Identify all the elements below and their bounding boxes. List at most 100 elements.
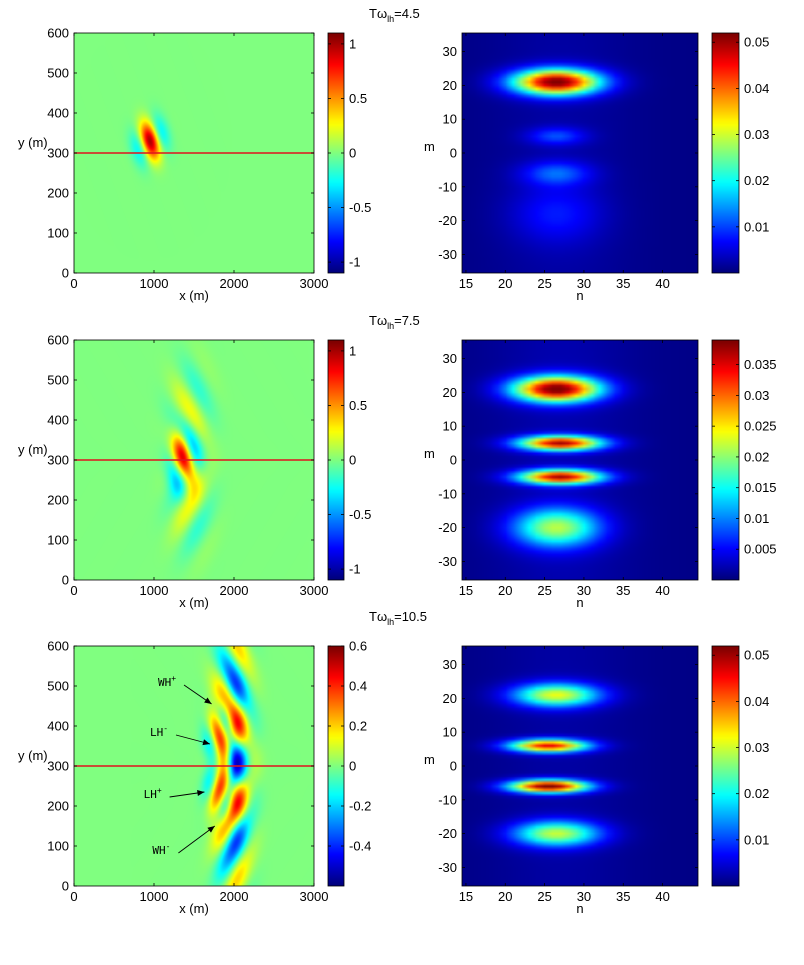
x-tick-label: 30 bbox=[577, 276, 591, 291]
colorbar-tick-label: 0.05 bbox=[744, 648, 769, 663]
spectrum-1: Tωlh=4.515 20 25 30 35 40-30-20-100102030nm0.… bbox=[369, 6, 769, 303]
colorbar-tick-label: 0.2 bbox=[349, 719, 367, 734]
colorbar-image bbox=[712, 340, 739, 580]
spectrum-image bbox=[462, 646, 698, 886]
y-tick-label: 200 bbox=[47, 186, 69, 201]
x-tick-label: 2000 bbox=[220, 276, 249, 291]
x-tick-label: 2000 bbox=[220, 583, 249, 598]
annotation-text: LH bbox=[144, 788, 157, 801]
x-tick-label: 20 bbox=[498, 889, 512, 904]
title-value: =7.5 bbox=[394, 313, 420, 328]
y-tick-label: 0 bbox=[62, 879, 69, 894]
x-axis-label: x (m) bbox=[179, 595, 209, 610]
y-tick-label: 400 bbox=[47, 106, 69, 121]
colorbar-frame bbox=[711, 32, 740, 274]
y-tick-label: 0 bbox=[62, 266, 69, 281]
x-tick-label: 3000 bbox=[300, 583, 329, 598]
x-tick-label: 20 bbox=[498, 583, 512, 598]
colorbar-tick-label: 0.05 bbox=[744, 35, 769, 50]
colorbar-tick-label: 0.6 bbox=[349, 639, 367, 654]
y-tick-label: 20 bbox=[443, 691, 457, 706]
title-value: =4.5 bbox=[394, 6, 420, 21]
y-tick-label: 300 bbox=[47, 146, 69, 161]
colorbar-tick-label: 0.01 bbox=[744, 511, 769, 526]
x-tick-label: 30 bbox=[577, 583, 591, 598]
colorbar-tick-label: 0.005 bbox=[744, 542, 777, 557]
x-tick-label: 1000 bbox=[140, 276, 169, 291]
y-tick-label: 30 bbox=[443, 351, 457, 366]
y-tick-label: 400 bbox=[47, 413, 69, 428]
colorbar-image bbox=[328, 33, 344, 273]
y-tick-label: 200 bbox=[47, 799, 69, 814]
colorbar-image bbox=[712, 646, 739, 886]
x-tick-label: 40 bbox=[655, 583, 669, 598]
y-tick-label: 500 bbox=[47, 679, 69, 694]
y-tick-label: 100 bbox=[47, 839, 69, 854]
y-tick-label: 400 bbox=[47, 719, 69, 734]
y-tick-label: 20 bbox=[443, 78, 457, 93]
y-tick-label: -10 bbox=[438, 179, 457, 194]
plot-title: Tωlh=10.5 bbox=[369, 609, 427, 627]
x-tick-label: 3000 bbox=[300, 889, 329, 904]
y-axis-label: y (m) bbox=[18, 442, 48, 457]
colorbar-image bbox=[328, 646, 344, 886]
y-tick-label: 500 bbox=[47, 373, 69, 388]
colorbar-tick-label: 0.015 bbox=[744, 480, 777, 495]
colorbar-tick-label: 0.5 bbox=[349, 398, 367, 413]
x-tick-label: 15 bbox=[459, 583, 473, 598]
colorbar-tick-label: 0 bbox=[349, 453, 356, 468]
x-axis-label: n bbox=[576, 595, 583, 610]
annotation-label: LH- bbox=[150, 724, 168, 739]
y-tick-label: -20 bbox=[438, 213, 457, 228]
y-tick-label: 30 bbox=[443, 657, 457, 672]
annotation-sup: - bbox=[166, 842, 171, 851]
title-subscript: lh bbox=[387, 14, 394, 24]
y-tick-label: -30 bbox=[438, 860, 457, 875]
title-subscript: lh bbox=[387, 617, 394, 627]
y-tick-label: 0 bbox=[62, 573, 69, 588]
y-tick-label: 600 bbox=[47, 26, 69, 41]
x-tick-label: 1000 bbox=[140, 889, 169, 904]
spectrum-image bbox=[462, 340, 698, 580]
title-value: =10.5 bbox=[394, 609, 427, 624]
y-tick-label: 200 bbox=[47, 493, 69, 508]
y-tick-label: 10 bbox=[443, 112, 457, 127]
colorbar-tick-label: 0.01 bbox=[744, 219, 769, 234]
colorbar-tick-label: -0.5 bbox=[349, 507, 371, 522]
y-axis-label: y (m) bbox=[18, 748, 48, 763]
title-text: Tω bbox=[369, 6, 387, 21]
spectrum-3: Tωlh=10.515 20 25 30 35 40-30-20-100102030nm0… bbox=[369, 609, 769, 916]
plot-title: Tωlh=7.5 bbox=[369, 313, 420, 331]
y-axis-label: m bbox=[424, 752, 435, 767]
y-tick-label: 300 bbox=[47, 759, 69, 774]
colorbar-tick-label: 0.03 bbox=[744, 127, 769, 142]
colorbar-tick-label: 1 bbox=[349, 343, 356, 358]
annotation-arrowhead bbox=[207, 826, 215, 833]
colorbar-tick-label: -1 bbox=[349, 255, 361, 270]
x-axis-label: x (m) bbox=[179, 288, 209, 303]
x-tick-label: 35 bbox=[616, 583, 630, 598]
colorbar-tick-label: 0 bbox=[349, 146, 356, 161]
x-tick-label: 35 bbox=[616, 276, 630, 291]
y-tick-label: 300 bbox=[47, 453, 69, 468]
x-tick-label: 25 bbox=[537, 889, 551, 904]
colorbar-tick-label: 0 bbox=[349, 759, 356, 774]
colorbar-tick-label: 0.02 bbox=[744, 173, 769, 188]
x-axis-label: x (m) bbox=[179, 901, 209, 916]
y-tick-label: 600 bbox=[47, 333, 69, 348]
field-1: 0 1000 2000 3000 0 100 200 300 400 500 600 x (m) y (… bbox=[18, 26, 371, 304]
y-tick-label: 0 bbox=[450, 146, 457, 161]
colorbar-tick-label: 0.03 bbox=[744, 740, 769, 755]
colorbar-tick-label: 0.04 bbox=[744, 694, 769, 709]
annotation-text: WH bbox=[152, 844, 165, 857]
y-axis-label: y (m) bbox=[18, 135, 48, 150]
colorbar-tick-label: 0.04 bbox=[744, 81, 769, 96]
x-tick-label: 15 bbox=[459, 276, 473, 291]
colorbar-tick-label: 0.4 bbox=[349, 679, 367, 694]
x-tick-label: 15 bbox=[459, 889, 473, 904]
colorbar-tick-label: 0.02 bbox=[744, 786, 769, 801]
annotation-label: WH+ bbox=[158, 674, 176, 689]
x-tick-label: 20 bbox=[498, 276, 512, 291]
plot-title: Tωlh=4.5 bbox=[369, 6, 420, 24]
